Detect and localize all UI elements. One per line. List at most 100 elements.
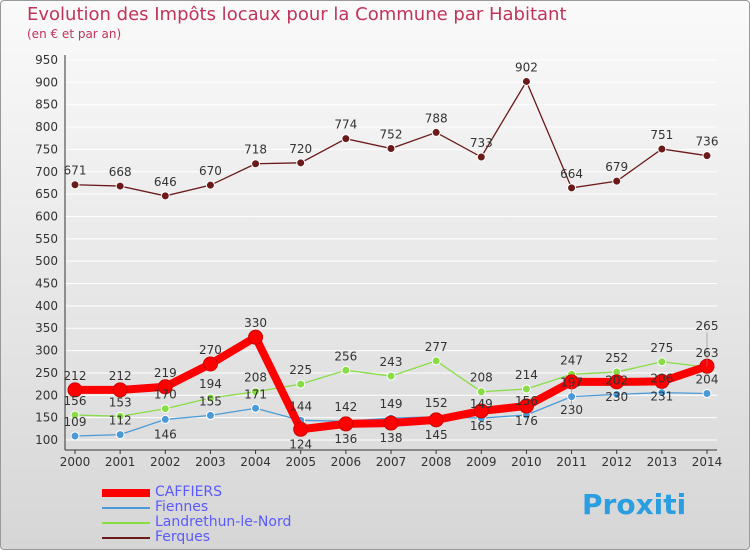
data-label: 124 bbox=[289, 437, 312, 451]
data-point bbox=[476, 387, 486, 397]
y-tick-label: 300 bbox=[35, 344, 58, 358]
data-point bbox=[160, 191, 170, 201]
data-point bbox=[251, 159, 261, 169]
data-label: 149 bbox=[470, 397, 493, 411]
data-point bbox=[248, 329, 264, 345]
data-point bbox=[160, 404, 170, 414]
legend-label: CAFFIERS bbox=[155, 484, 223, 500]
data-label: 144 bbox=[289, 399, 312, 413]
legend-swatch bbox=[102, 489, 150, 497]
data-point bbox=[70, 431, 80, 441]
data-point bbox=[205, 180, 215, 190]
x-tick-label: 2004 bbox=[240, 455, 271, 469]
data-label: 197 bbox=[560, 376, 583, 390]
data-label: 208 bbox=[470, 371, 493, 385]
data-point bbox=[612, 389, 622, 399]
data-point bbox=[702, 151, 712, 161]
data-point bbox=[654, 373, 670, 389]
data-point bbox=[657, 357, 667, 367]
data-label: 202 bbox=[605, 373, 628, 387]
data-point bbox=[202, 356, 218, 372]
x-tick-label: 2000 bbox=[60, 455, 91, 469]
data-point bbox=[431, 356, 441, 366]
data-point bbox=[657, 144, 667, 154]
data-point bbox=[115, 430, 125, 440]
data-label: 230 bbox=[605, 390, 628, 404]
y-tick-label: 650 bbox=[35, 187, 58, 201]
data-point bbox=[341, 134, 351, 144]
y-tick-label: 200 bbox=[35, 388, 58, 402]
data-label: 720 bbox=[289, 142, 312, 156]
x-tick-label: 2005 bbox=[285, 455, 316, 469]
y-tick-label: 750 bbox=[35, 142, 58, 156]
x-tick-label: 2014 bbox=[692, 455, 723, 469]
data-label: 668 bbox=[109, 165, 132, 179]
data-label: 155 bbox=[199, 394, 222, 408]
data-label: 176 bbox=[515, 414, 538, 428]
data-label: 109 bbox=[64, 415, 87, 429]
data-point bbox=[567, 183, 577, 193]
data-label: 156 bbox=[515, 394, 538, 408]
data-label: 733 bbox=[470, 136, 493, 150]
data-point bbox=[386, 144, 396, 154]
x-tick-label: 2013 bbox=[647, 455, 678, 469]
x-tick-label: 2001 bbox=[105, 455, 136, 469]
x-tick-label: 2006 bbox=[331, 455, 362, 469]
data-label: 788 bbox=[425, 111, 448, 125]
data-point bbox=[521, 384, 531, 394]
y-tick-label: 500 bbox=[35, 254, 58, 268]
data-label: 212 bbox=[64, 369, 87, 383]
data-label: 214 bbox=[515, 368, 538, 382]
data-label: 230 bbox=[560, 403, 583, 417]
data-label: 752 bbox=[380, 128, 403, 142]
data-point bbox=[383, 415, 399, 431]
chart-title: Evolution des Impôts locaux pour la Comm… bbox=[27, 4, 567, 25]
y-tick-label: 250 bbox=[35, 366, 58, 380]
data-label: 212 bbox=[109, 369, 132, 383]
data-label: 170 bbox=[154, 388, 177, 402]
data-label: 136 bbox=[334, 432, 357, 446]
legend-label: Fiennes bbox=[155, 499, 209, 515]
data-label: 718 bbox=[244, 143, 267, 157]
data-point bbox=[476, 152, 486, 162]
data-point bbox=[609, 374, 625, 390]
legend-label: Landrethun-le-Nord bbox=[155, 514, 292, 530]
label-layer: 671 668 646 670 718 720 774 752 788 733 902 664 679 7… bbox=[64, 60, 719, 451]
data-label: 138 bbox=[380, 431, 403, 445]
data-label: 204 bbox=[696, 373, 719, 387]
data-point bbox=[115, 411, 125, 421]
y-tick-label: 900 bbox=[35, 75, 58, 89]
x-tick-label: 2007 bbox=[376, 455, 407, 469]
data-point bbox=[473, 403, 489, 419]
data-point bbox=[160, 414, 170, 424]
data-label: 774 bbox=[334, 118, 357, 132]
data-label: 270 bbox=[199, 343, 222, 357]
y-tick-label: 850 bbox=[35, 98, 58, 112]
data-label: 225 bbox=[289, 363, 312, 377]
data-label: 256 bbox=[334, 349, 357, 363]
data-point bbox=[157, 379, 173, 395]
data-label: 243 bbox=[380, 355, 403, 369]
data-point bbox=[70, 180, 80, 190]
data-point bbox=[293, 421, 309, 437]
data-point bbox=[431, 127, 441, 137]
data-point bbox=[112, 382, 128, 398]
data-label: 263 bbox=[696, 346, 719, 360]
data-point bbox=[115, 181, 125, 191]
data-label: 165 bbox=[470, 419, 493, 433]
data-label: 156 bbox=[64, 394, 87, 408]
x-tick-label: 2008 bbox=[421, 455, 452, 469]
data-point bbox=[205, 393, 215, 403]
data-point bbox=[70, 410, 80, 420]
data-label: 206 bbox=[650, 372, 673, 386]
data-point bbox=[521, 76, 531, 86]
data-label: 153 bbox=[109, 395, 132, 409]
data-label: 664 bbox=[560, 167, 583, 181]
y-tick-label: 800 bbox=[35, 120, 58, 134]
data-label: 670 bbox=[199, 164, 222, 178]
legend-swatch bbox=[102, 507, 150, 509]
x-tick-label: 2003 bbox=[195, 455, 226, 469]
data-point bbox=[386, 371, 396, 381]
chart-subtitle: (en € et par an) bbox=[27, 27, 122, 41]
x-tick-label: 2012 bbox=[601, 455, 632, 469]
